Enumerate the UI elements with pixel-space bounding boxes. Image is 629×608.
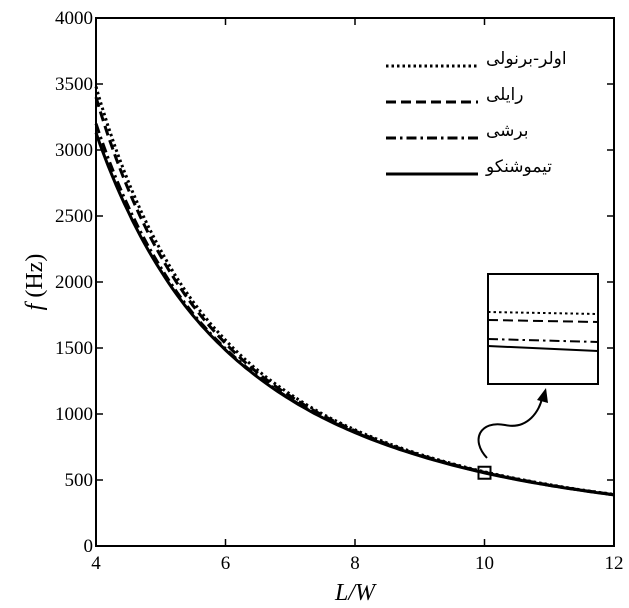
inset-line-1 [487, 311, 599, 315]
plot-area [94, 86, 615, 497]
y-axis-symbol: f [22, 300, 48, 310]
y-tick-label: 2000 [55, 272, 93, 293]
x-tick-label: 6 [221, 553, 231, 574]
inset-box [487, 273, 599, 385]
y-axis-unit: (Hz) [22, 254, 48, 298]
inset-line-3 [487, 338, 599, 343]
y-axis-label: f (Hz) [22, 254, 48, 311]
x-tick-label: 4 [91, 553, 101, 574]
legend: اولر-برنولی رایلی برشی تیموشنکو [386, 49, 567, 177]
zoom-marker [477, 465, 492, 480]
legend-label-2: رایلی [486, 85, 523, 105]
y-tick-label: 4000 [55, 8, 93, 29]
x-tick-label: 10 [475, 553, 494, 574]
y-tick-label: 0 [84, 536, 94, 557]
legend-label-4: تیموشنکو [485, 157, 552, 177]
legend-label-1: اولر-برنولی [486, 49, 567, 69]
arrow-head-icon [537, 388, 548, 403]
x-tick-label: 12 [605, 553, 624, 574]
inset-line-4 [487, 345, 599, 352]
inset-line-2 [487, 319, 599, 323]
axes: 4 6 8 10 12 0 500 1000 1500 2000 2500 3000 3500 4000 [55, 8, 624, 574]
y-tick-label: 1000 [55, 404, 93, 425]
x-tick-label: 8 [350, 553, 360, 574]
y-tick-label: 2500 [55, 206, 93, 227]
y-tick-label: 1500 [55, 338, 93, 359]
inset-zoom [477, 273, 599, 480]
y-tick-label: 3000 [55, 140, 93, 161]
zoom-arrow [477, 397, 543, 459]
legend-label-3: برشی [486, 121, 529, 141]
series-line-4 [94, 132, 615, 497]
y-tick-label: 3500 [55, 74, 93, 95]
y-tick-label: 500 [65, 470, 94, 491]
x-axis-label: L/W [334, 580, 377, 606]
